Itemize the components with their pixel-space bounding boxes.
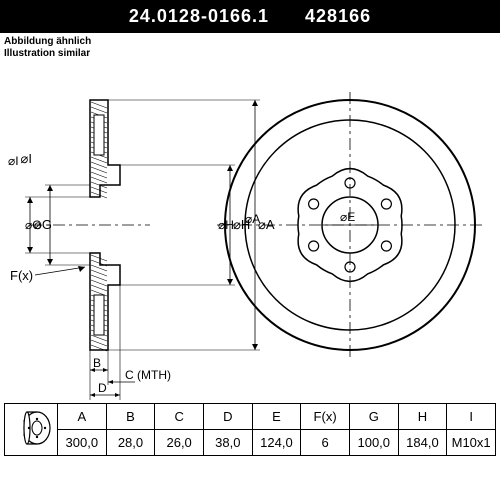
spec-table: A B C D E F(x) G H I 300,0 28,0 26,0 38,… <box>4 403 496 456</box>
subtitle: Abbildung ähnlich Illustration similar <box>4 36 91 60</box>
table-value-row: 300,0 28,0 26,0 38,0 124,0 6 100,0 184,0… <box>5 430 496 456</box>
svg-text:C (MTH): C (MTH) <box>125 368 171 382</box>
val-F: 6 <box>301 430 350 456</box>
svg-text:B: B <box>93 356 101 370</box>
col-C: C <box>155 404 204 430</box>
subtitle-line2: Illustration similar <box>4 48 91 60</box>
col-H: H <box>398 404 447 430</box>
val-H: 184,0 <box>398 430 447 456</box>
svg-text:F(x): F(x) <box>10 268 33 283</box>
val-G: 100,0 <box>349 430 398 456</box>
col-D: D <box>203 404 252 430</box>
disc-icon-cell <box>5 404 58 456</box>
col-G: G <box>349 404 398 430</box>
svg-text:⌀I: ⌀I <box>8 154 19 168</box>
svg-text:⌀E: ⌀E <box>340 210 355 224</box>
col-B: B <box>106 404 155 430</box>
part-number-1: 24.0128-0166.1 <box>129 6 269 26</box>
diagram-svg: ⌀E⌀A⌀H⌀G⌀I⌀A⌀H⌀G⌀IF(x)BDC (MTH) <box>0 60 500 400</box>
table-header-row: A B C D E F(x) G H I <box>5 404 496 430</box>
svg-text:⌀A: ⌀A <box>258 217 275 232</box>
col-I: I <box>447 404 496 430</box>
svg-text:⌀G: ⌀G <box>34 217 52 232</box>
val-D: 38,0 <box>203 430 252 456</box>
svg-text:⌀I: ⌀I <box>21 151 32 166</box>
val-B: 28,0 <box>106 430 155 456</box>
header-bar: 24.0128-0166.1 428166 <box>0 0 500 33</box>
svg-text:D: D <box>98 381 107 395</box>
col-A: A <box>58 404 107 430</box>
val-C: 26,0 <box>155 430 204 456</box>
part-number-2: 428166 <box>305 6 371 26</box>
col-E: E <box>252 404 301 430</box>
technical-diagram: ⌀E⌀A⌀H⌀G⌀I⌀A⌀H⌀G⌀IF(x)BDC (MTH) <box>0 60 500 400</box>
col-F: F(x) <box>301 404 350 430</box>
subtitle-line1: Abbildung ähnlich <box>4 36 91 48</box>
val-E: 124,0 <box>252 430 301 456</box>
val-I: M10x1 <box>447 430 496 456</box>
val-A: 300,0 <box>58 430 107 456</box>
spec-table-wrap: A B C D E F(x) G H I 300,0 28,0 26,0 38,… <box>4 403 496 456</box>
svg-text:⌀H: ⌀H <box>233 217 250 232</box>
svg-text:⌀H: ⌀H <box>218 218 234 232</box>
disc-icon <box>9 408 53 448</box>
